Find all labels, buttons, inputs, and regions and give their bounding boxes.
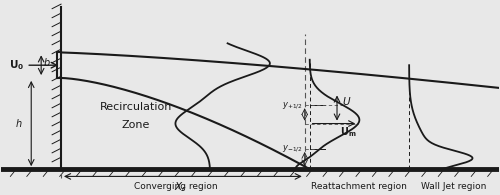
Text: $y_{-1/2}$: $y_{-1/2}$ [282,144,303,154]
Text: Zone: Zone [122,120,150,130]
Text: $\mathbf{U_0}$: $\mathbf{U_0}$ [8,58,24,72]
Text: $y_{+1/2}$: $y_{+1/2}$ [282,100,303,111]
Text: Recirculation: Recirculation [100,102,172,112]
Text: $U$: $U$ [342,95,351,107]
Text: h: h [16,119,22,129]
Text: Wall Jet region: Wall Jet region [421,182,486,191]
Text: Reattachment region: Reattachment region [312,182,408,191]
Text: $\mathbf{U_m}$: $\mathbf{U_m}$ [340,125,356,139]
Text: Converging region: Converging region [134,182,217,191]
Text: b: b [44,58,50,68]
Text: $X_r$: $X_r$ [174,180,187,194]
